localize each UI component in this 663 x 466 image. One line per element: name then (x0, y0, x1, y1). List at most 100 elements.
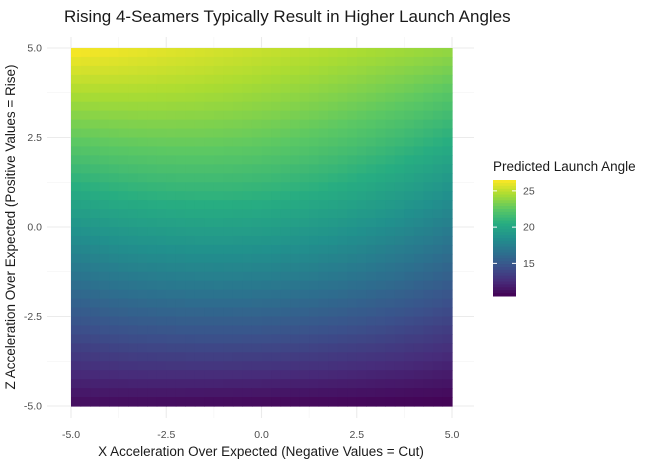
heatmap-cell (90, 110, 101, 121)
heatmap-cell (223, 92, 234, 103)
heatmap-cell (213, 379, 225, 389)
heatmap-cell (194, 128, 205, 139)
heatmap-cell (261, 191, 272, 201)
colorbar-segment (493, 223, 516, 227)
heatmap-cell (337, 370, 348, 380)
heatmap-cell (290, 235, 301, 246)
heatmap-cell (71, 209, 82, 219)
heatmap-cell (280, 164, 291, 174)
heatmap-cell (385, 164, 396, 174)
heatmap-cell (375, 227, 386, 237)
heatmap-cell (280, 209, 291, 219)
heatmap-cell (99, 307, 110, 318)
heatmap-cell (394, 334, 405, 344)
heatmap-cell (185, 56, 196, 67)
heatmap-cell (356, 83, 367, 94)
heatmap-cell (223, 155, 234, 165)
heatmap-cell (290, 370, 301, 380)
heatmap-cell (280, 173, 291, 183)
heatmap-cell (442, 244, 453, 255)
heatmap-cell (99, 289, 110, 300)
heatmap-cell (166, 182, 177, 192)
heatmap-cell (375, 83, 386, 94)
heatmap-cell (128, 352, 139, 362)
heatmap-cell (271, 370, 282, 380)
heatmap-cell (109, 316, 120, 327)
heatmap-cell (204, 155, 215, 165)
heatmap-cell (156, 227, 167, 237)
heatmap-cell (299, 379, 310, 389)
heatmap-cell (137, 298, 148, 309)
heatmap-cell (404, 164, 415, 174)
heatmap-cell (356, 101, 367, 112)
heatmap-cell (385, 316, 396, 327)
heatmap-cell (185, 397, 196, 407)
heatmap-cell (109, 271, 120, 282)
heatmap-cell (156, 244, 167, 255)
heatmap-cell (261, 280, 272, 291)
heatmap-cell (128, 298, 139, 309)
heatmap-cell (71, 182, 82, 192)
heatmap-cell (71, 74, 82, 85)
heatmap-cell (99, 388, 110, 398)
heatmap-cell (328, 307, 339, 318)
heatmap-cell (156, 370, 167, 380)
heatmap-cell (80, 191, 91, 201)
heatmap-cell (385, 280, 396, 291)
heatmap-cell (442, 271, 453, 282)
heatmap-cell (251, 343, 263, 353)
heatmap-cell (385, 92, 396, 103)
heatmap-cell (118, 370, 129, 380)
heatmap-cell (442, 164, 453, 174)
heatmap-cell (242, 253, 253, 264)
heatmap-cell (442, 379, 453, 389)
heatmap-cell (156, 388, 167, 398)
heatmap-cell (413, 101, 425, 112)
heatmap-cell (309, 271, 320, 282)
heatmap-cell (128, 325, 139, 335)
heatmap-cell (423, 235, 434, 246)
heatmap-cell (271, 110, 282, 121)
heatmap-cell (280, 325, 291, 335)
heatmap-cell (223, 244, 234, 255)
heatmap-cell (366, 343, 377, 353)
heatmap-cell (271, 334, 282, 344)
heatmap-cell (166, 173, 177, 183)
heatmap-cell (109, 244, 120, 255)
heatmap-cell (71, 280, 82, 291)
heatmap-cell (137, 307, 148, 318)
colorbar-segment (493, 185, 516, 190)
heatmap-cell (251, 397, 263, 407)
heatmap-cell (299, 74, 310, 85)
heatmap-cell (223, 227, 234, 237)
heatmap-cell (385, 388, 396, 398)
heatmap-cell (99, 361, 110, 371)
colorbar-segment (493, 203, 516, 207)
heatmap-cell (213, 173, 225, 183)
heatmap-cell (385, 262, 396, 273)
heatmap-cell (385, 235, 396, 246)
heatmap-cell (413, 388, 425, 398)
heatmap-cell (309, 262, 320, 273)
heatmap-cell (147, 164, 158, 174)
heatmap-cell (251, 164, 263, 174)
heatmap-cell (137, 388, 148, 398)
heatmap-cell (71, 262, 82, 273)
heatmap-cell (413, 191, 425, 201)
heatmap-cell (118, 119, 129, 130)
heatmap-cell (375, 65, 386, 76)
heatmap-cell (223, 343, 234, 353)
heatmap-cell (128, 74, 139, 85)
heatmap-cell (99, 280, 110, 291)
colorbar-segment (493, 240, 516, 245)
heatmap-cell (375, 164, 386, 174)
heatmap-cell (442, 83, 453, 94)
heatmap-cell (128, 227, 139, 237)
heatmap-cell (394, 244, 405, 255)
heatmap-cell (366, 379, 377, 389)
heatmap-cell (413, 209, 425, 219)
heatmap-cell (280, 92, 291, 103)
heatmap-cell (356, 155, 367, 165)
heatmap-cell (251, 119, 263, 130)
heatmap-cell (185, 253, 196, 264)
